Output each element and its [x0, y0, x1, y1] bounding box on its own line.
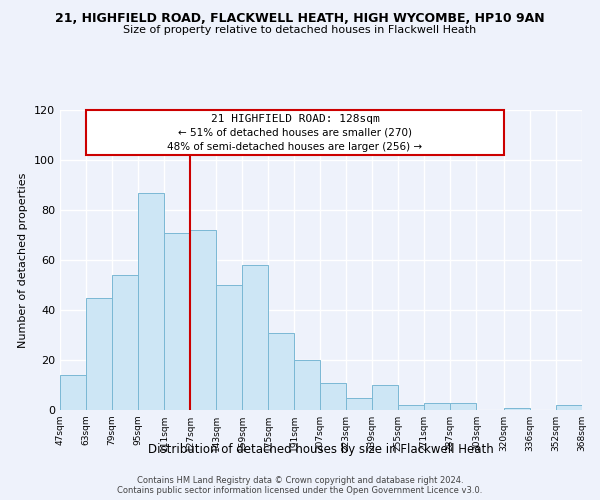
Bar — [190, 230, 216, 410]
Bar — [138, 192, 164, 410]
Bar — [60, 375, 86, 410]
Bar — [424, 402, 450, 410]
Y-axis label: Number of detached properties: Number of detached properties — [19, 172, 28, 348]
Text: 21, HIGHFIELD ROAD, FLACKWELL HEATH, HIGH WYCOMBE, HP10 9AN: 21, HIGHFIELD ROAD, FLACKWELL HEATH, HIG… — [55, 12, 545, 26]
Bar — [556, 405, 582, 410]
Bar — [86, 298, 112, 410]
Text: Size of property relative to detached houses in Flackwell Heath: Size of property relative to detached ho… — [124, 25, 476, 35]
Bar — [242, 265, 268, 410]
Text: ← 51% of detached houses are smaller (270): ← 51% of detached houses are smaller (27… — [178, 128, 412, 138]
Bar — [372, 385, 398, 410]
Bar — [216, 285, 242, 410]
Text: 21 HIGHFIELD ROAD: 128sqm: 21 HIGHFIELD ROAD: 128sqm — [211, 114, 379, 124]
Bar — [112, 275, 138, 410]
Bar — [504, 408, 530, 410]
Text: Contains HM Land Registry data © Crown copyright and database right 2024.: Contains HM Land Registry data © Crown c… — [137, 476, 463, 485]
Bar — [398, 405, 424, 410]
Bar — [268, 332, 294, 410]
Bar — [164, 232, 190, 410]
Bar — [346, 398, 372, 410]
FancyBboxPatch shape — [86, 110, 504, 155]
Bar — [294, 360, 320, 410]
Text: Distribution of detached houses by size in Flackwell Heath: Distribution of detached houses by size … — [148, 442, 494, 456]
Text: 48% of semi-detached houses are larger (256) →: 48% of semi-detached houses are larger (… — [167, 142, 422, 152]
Bar — [320, 382, 346, 410]
Bar — [450, 402, 476, 410]
Text: Contains public sector information licensed under the Open Government Licence v3: Contains public sector information licen… — [118, 486, 482, 495]
